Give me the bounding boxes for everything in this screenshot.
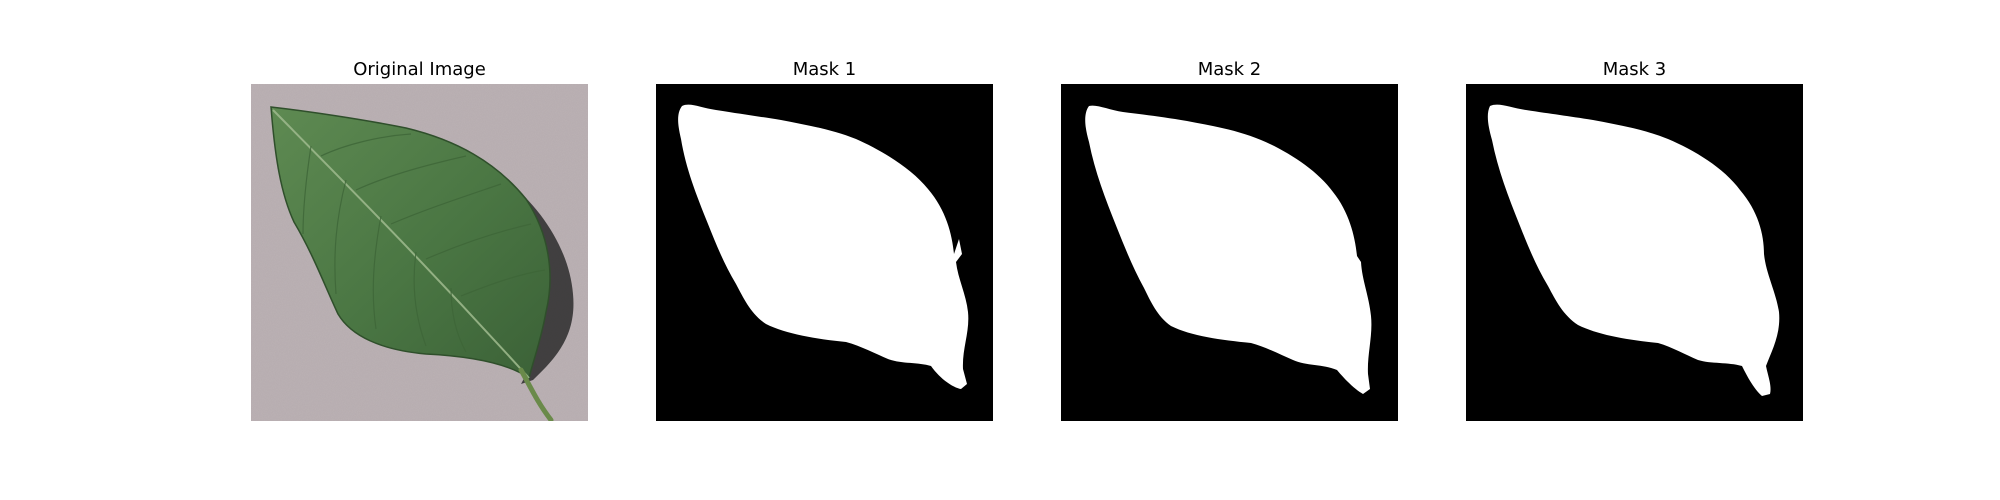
mask-1-panel: Mask 1: [656, 0, 993, 440]
panel-title: Original Image: [353, 59, 486, 80]
mask-shape: [678, 104, 969, 390]
mask-2-image: [1061, 84, 1398, 421]
leaf-stem: [518, 367, 554, 421]
leaf-photo: [251, 84, 588, 421]
leaf-veins: [302, 133, 546, 353]
leaf-midrib: [272, 109, 530, 379]
mask-2-panel: Mask 2: [1061, 0, 1398, 440]
panel-title: Mask 3: [1602, 59, 1667, 80]
panel-title: Mask 2: [1197, 59, 1262, 80]
mask-shape: [1085, 105, 1372, 394]
mask-3-panel: Mask 3: [1466, 0, 1803, 440]
original-image-panel: Original Image: [251, 0, 588, 440]
mask-shape: [1487, 104, 1780, 397]
panel-title: Mask 1: [792, 59, 857, 80]
mask-1-image: [656, 84, 993, 421]
mask-3-image: [1466, 84, 1803, 421]
leaf-shadow: [491, 169, 574, 384]
